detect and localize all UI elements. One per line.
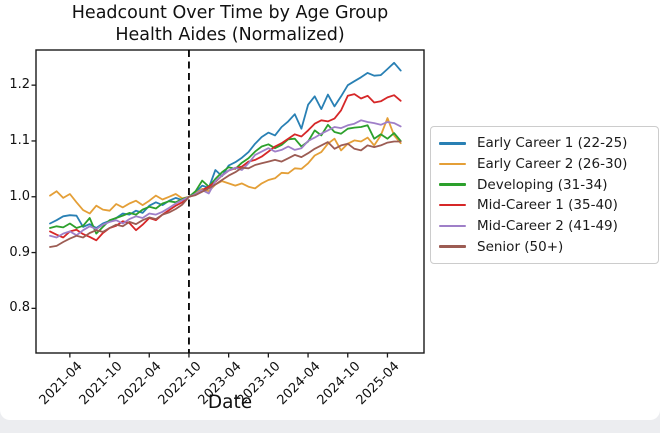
series-line-developing-31-34 [49,123,402,235]
window-edge [0,420,660,433]
legend: Early Career 1 (22-25) Early Career 2 (26… [430,126,659,264]
legend-swatch-line [439,183,466,186]
chart-title-block: Headcount Over Time by Age Group Health … [36,3,424,46]
x-axis-label: Date [207,392,253,413]
legend-label: Mid-Career 2 (41-49) [477,217,618,234]
y-tick-label: 1.2 [9,77,30,93]
y-tick-label: 1.1 [9,132,30,148]
y-tick-label: 0.8 [9,300,30,316]
legend-item-senior-50: Senior (50+) [439,239,650,255]
series-line-mid-career-1-35-40 [49,93,402,242]
legend-label: Mid-Career 1 (35-40) [477,197,618,214]
legend-item-mid-career-1-35-40: Mid-Career 1 (35-40) [439,197,650,213]
legend-swatch-line [439,142,466,145]
legend-label: Early Career 2 (26-30) [477,155,628,172]
legend-label: Senior (50+) [477,238,564,255]
legend-label: Early Career 1 (22-25) [477,135,628,152]
legend-item-early-career-1-22-25: Early Career 1 (22-25) [439,135,650,151]
legend-item-mid-career-2-41-49: Mid-Career 2 (41-49) [439,218,650,234]
chart-subtitle: Health Aides (Normalized) [115,24,345,45]
legend-swatch-line [439,224,466,228]
legend-swatch-line [439,245,466,248]
legend-swatch-line [439,162,466,166]
legend-swatch-line [439,204,466,207]
series-line-early-career-1-22-25 [49,61,402,229]
chart-title: Headcount Over Time by Age Group [71,3,389,23]
series-line-early-career-2-26-30 [49,117,402,215]
series-line-mid-career-2-41-49 [49,119,402,239]
y-tick-label: 0.9 [9,244,30,260]
legend-label: Developing (31-34) [477,176,608,193]
legend-item-developing-31-34: Developing (31-34) [439,177,650,193]
y-tick-label: 1.0 [9,188,30,204]
plot-border [35,49,425,354]
series-line-senior-50 [49,140,402,248]
legend-item-early-career-2-26-30: Early Career 2 (26-30) [439,156,650,172]
